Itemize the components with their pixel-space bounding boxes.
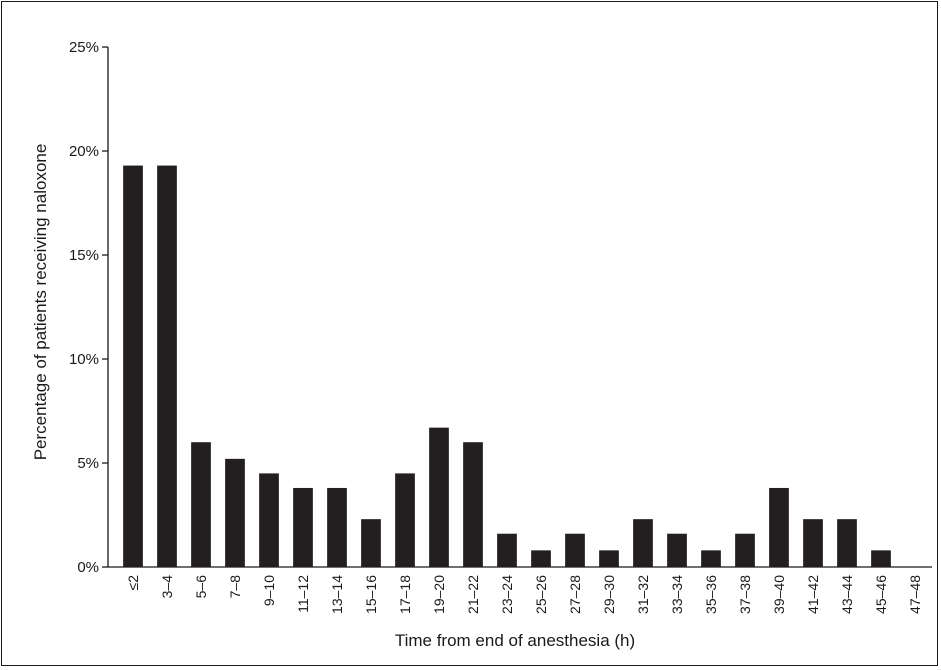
bar xyxy=(803,519,823,567)
y-tick-label: 0% xyxy=(77,559,99,576)
bar xyxy=(565,533,585,567)
bar xyxy=(497,533,517,567)
bar xyxy=(361,519,381,567)
x-tick-label: 21–22 xyxy=(465,575,481,614)
y-tick-label: 5% xyxy=(77,455,99,472)
x-tick-label: ≤2 xyxy=(125,575,141,591)
x-tick-label: 43–44 xyxy=(839,575,855,614)
x-tick-label: 5–6 xyxy=(193,575,209,599)
x-tick-label: 13–14 xyxy=(329,575,345,614)
bar xyxy=(123,165,143,567)
bar xyxy=(531,550,551,567)
x-tick-label: 39–40 xyxy=(771,575,787,614)
bar xyxy=(599,550,619,567)
x-tick-label: 29–30 xyxy=(601,575,617,614)
x-tick-label: 23–24 xyxy=(499,575,515,614)
bar xyxy=(871,550,891,567)
x-tick-label: 27–28 xyxy=(567,575,583,614)
bar xyxy=(225,458,245,567)
bar xyxy=(429,427,449,567)
bar xyxy=(259,473,279,567)
bar xyxy=(395,473,415,567)
bar xyxy=(633,519,653,567)
x-tick-label: 45–46 xyxy=(873,575,889,614)
bar xyxy=(667,533,687,567)
bar xyxy=(327,487,347,567)
x-tick-label: 7–8 xyxy=(227,575,243,599)
bar xyxy=(701,550,721,567)
y-tick-label: 15% xyxy=(69,247,99,264)
x-tick-label: 11–12 xyxy=(295,575,311,613)
x-tick-label: 15–16 xyxy=(363,575,379,614)
x-tick-label: 25–26 xyxy=(533,575,549,614)
bar xyxy=(191,442,211,567)
y-axis: 0% 5% 10% 15% 20% 25% xyxy=(69,39,109,576)
x-axis-title: Time from end of anesthesia (h) xyxy=(395,631,635,650)
x-tick-label: 9–10 xyxy=(261,575,277,606)
bar xyxy=(735,533,755,567)
y-tick-label: 25% xyxy=(69,39,99,56)
x-tick-label: 47–48 xyxy=(907,575,923,614)
x-tick-label: 35–36 xyxy=(703,575,719,614)
x-tick-label: 33–34 xyxy=(669,575,685,614)
y-tick-label: 20% xyxy=(69,143,99,160)
x-axis: ≤2 3–4 5–6 7–8 9–10 11–12 13–14 15–16 17–18 19–20… xyxy=(108,566,932,614)
x-tick-label: 41–42 xyxy=(805,575,821,614)
bar xyxy=(769,487,789,567)
x-tick-label: 19–20 xyxy=(431,575,447,614)
x-tick-label: 3–4 xyxy=(159,575,175,599)
bars xyxy=(123,165,891,567)
bar xyxy=(157,165,177,567)
y-tick-label: 10% xyxy=(69,351,99,368)
y-axis-title: Percentage of patients receiving naloxon… xyxy=(31,144,50,461)
x-tick-label: 37–38 xyxy=(737,575,753,614)
bar xyxy=(837,519,857,567)
bar xyxy=(463,442,483,567)
bar xyxy=(293,487,313,567)
x-tick-label: 31–32 xyxy=(635,575,651,614)
x-tick-label: 17–18 xyxy=(397,575,413,614)
